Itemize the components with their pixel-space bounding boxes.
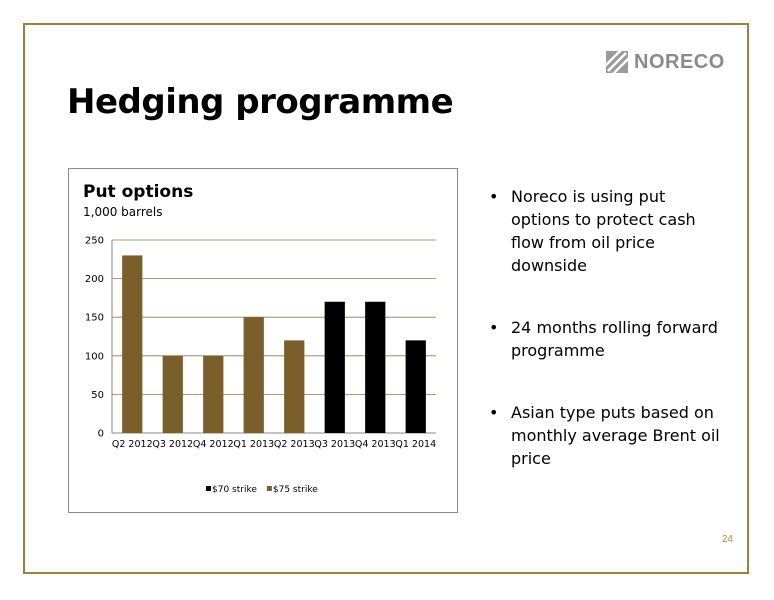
legend-label: $75 strike <box>273 485 318 495</box>
page-title: Hedging programme <box>67 82 454 122</box>
bullet-text: 24 months rolling forward programme <box>511 318 718 360</box>
y-tick-label: 100 <box>85 351 104 362</box>
x-tick-label: Q4 2013 <box>355 439 396 450</box>
bar <box>243 317 264 433</box>
y-tick-label: 50 <box>91 390 104 401</box>
x-tick-label: Q3 2013 <box>314 439 355 450</box>
y-tick-label: 250 <box>85 236 104 247</box>
bullet-text: Asian type puts based on monthly average… <box>511 403 720 468</box>
legend-label: $70 strike <box>212 485 257 495</box>
bar <box>284 340 305 433</box>
bullet-list: • Noreco is using put options to protect … <box>486 185 726 470</box>
legend-swatch <box>206 486 211 491</box>
bullet-dot-icon: • <box>489 403 499 422</box>
x-tick-label: Q1 2014 <box>395 439 436 450</box>
x-tick-label: Q1 2013 <box>233 439 274 450</box>
y-tick-label: 200 <box>85 274 104 285</box>
chart-subtitle: 1,000 barrels <box>83 205 163 219</box>
legend-swatch <box>266 486 272 491</box>
y-tick-label: 150 <box>85 313 104 324</box>
bullet-dot-icon: • <box>489 318 499 337</box>
brand-name: NORECO <box>634 50 725 73</box>
bar <box>162 355 183 433</box>
bullet-item: • Asian type puts based on monthly averag… <box>486 401 726 470</box>
bar <box>324 301 345 433</box>
noreco-logo: NORECO <box>606 50 725 74</box>
chart-title: Put options <box>83 182 194 202</box>
x-tick-label: Q2 2013 <box>274 439 315 450</box>
bullet-dot-icon: • <box>489 187 499 206</box>
bullet-item: • Noreco is using put options to protect … <box>486 185 726 277</box>
bullet-text: Noreco is using put options to protect c… <box>511 187 696 275</box>
noreco-logo-icon <box>606 51 628 73</box>
bar <box>122 255 143 433</box>
x-tick-label: Q3 2012 <box>152 439 193 450</box>
bar <box>203 355 224 433</box>
y-tick-label: 0 <box>98 429 104 440</box>
x-tick-label: Q2 2012 <box>112 439 153 450</box>
page-number: 24 <box>721 534 733 545</box>
bar <box>365 301 386 433</box>
bullet-item: • 24 months rolling forward programme <box>486 316 726 362</box>
bar <box>405 340 426 433</box>
x-tick-label: Q4 2012 <box>193 439 234 450</box>
